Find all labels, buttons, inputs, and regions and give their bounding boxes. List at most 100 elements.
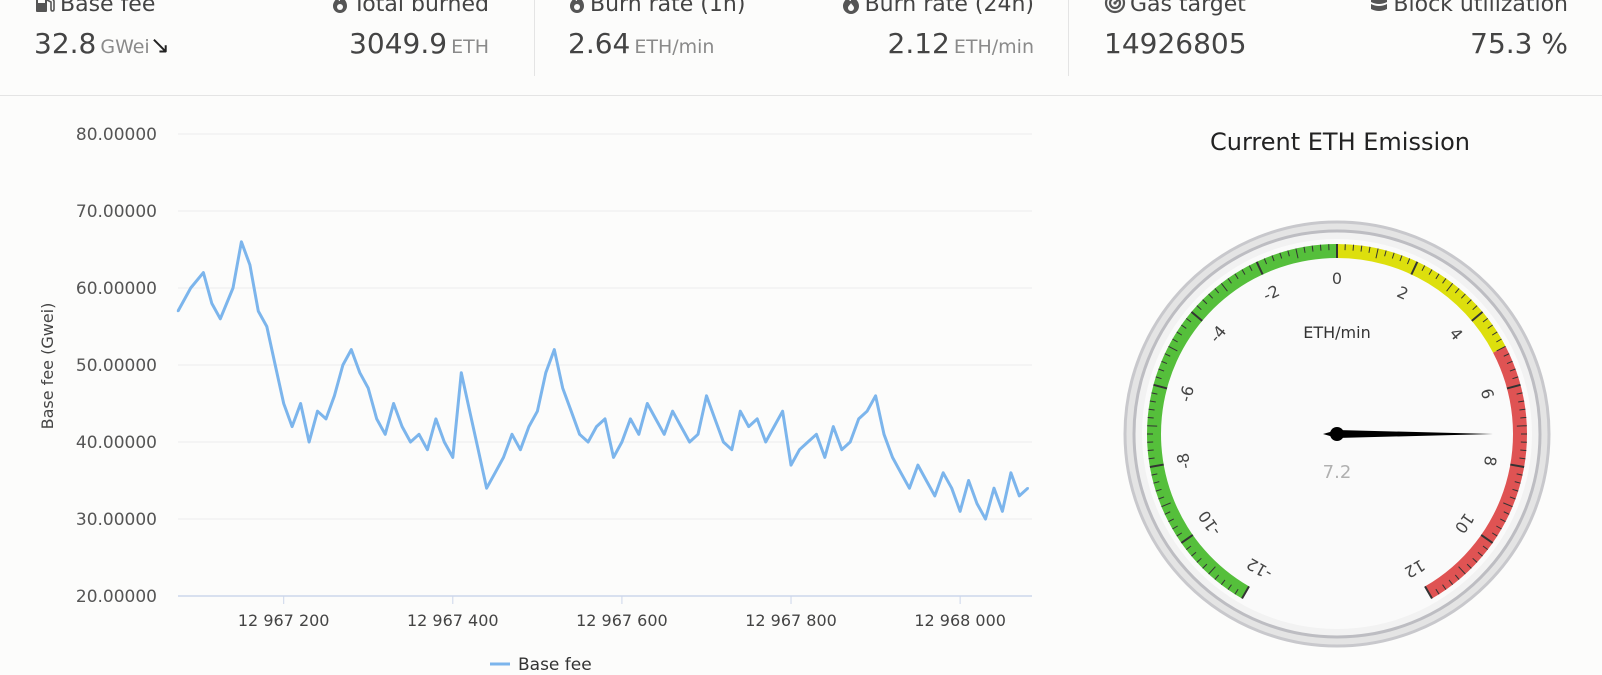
gas-pump-icon [34, 0, 56, 14]
data-point [177, 310, 179, 312]
data-point [325, 418, 327, 420]
data-point [562, 387, 564, 389]
data-point [739, 410, 741, 412]
data-point [452, 456, 454, 458]
data-point [232, 287, 234, 289]
data-point [663, 433, 665, 435]
gauge-tick [1520, 450, 1526, 451]
gauge-tick-label: 0 [1332, 269, 1342, 288]
data-point [219, 318, 221, 320]
burn-rate-1h-value: 2.64 [568, 27, 630, 60]
divider [534, 0, 535, 76]
data-point [392, 402, 394, 404]
gauge-unit-label: ETH/min [1303, 323, 1370, 342]
data-point [409, 441, 411, 443]
data-point [283, 402, 285, 404]
data-point [993, 487, 995, 489]
data-point [528, 425, 530, 427]
legend-label: Base fee [518, 655, 592, 671]
data-point [426, 449, 428, 451]
gauge-tick [1320, 245, 1321, 251]
stat-gas-target: Gas target 14926805 [1104, 0, 1247, 62]
stat-block-utilization: Block utilization 75.3 % [1369, 0, 1568, 62]
data-point [612, 456, 614, 458]
data-point [697, 433, 699, 435]
data-point [866, 410, 868, 412]
data-point [578, 433, 580, 435]
data-point [781, 410, 783, 412]
data-point [274, 364, 276, 366]
gauge-value-label: 7.2 [1323, 462, 1352, 483]
data-point [934, 495, 936, 497]
gauge-tick [1148, 417, 1154, 418]
data-point [587, 441, 589, 443]
target-icon [1104, 0, 1126, 14]
data-point [925, 479, 927, 481]
burn-rate-24h-value: 2.12 [888, 27, 950, 60]
data-point [951, 487, 953, 489]
data-point [190, 287, 192, 289]
burn-rate-24h-label: Burn rate (24h) [865, 0, 1034, 17]
data-point [714, 418, 716, 420]
data-point [798, 449, 800, 451]
data-point [671, 410, 673, 412]
y-tick-label: 20.00000 [76, 587, 157, 607]
gauge-tick [1148, 450, 1154, 451]
data-point [435, 418, 437, 420]
x-tick-label: 12 967 400 [407, 611, 499, 630]
y-tick-label: 30.00000 [76, 510, 157, 530]
gauge-tick [1520, 417, 1526, 418]
data-point [646, 402, 648, 404]
data-point [824, 456, 826, 458]
block-utilization-label: Block utilization [1393, 0, 1568, 17]
data-point [536, 410, 538, 412]
gauge-tick-label: -8 [1173, 451, 1194, 470]
data-point [748, 425, 750, 427]
data-point [291, 425, 293, 427]
data-point [917, 464, 919, 466]
base-fee-line-chart[interactable]: 20.0000030.0000040.0000050.0000060.00000… [0, 96, 1060, 671]
data-point [815, 433, 817, 435]
data-point [308, 441, 310, 443]
data-point [401, 425, 403, 427]
data-point [765, 441, 767, 443]
data-point [249, 264, 251, 266]
y-axis-label: Base fee (Gwei) [38, 303, 57, 430]
data-point [790, 464, 792, 466]
base-fee-value: 32.8 [34, 27, 96, 60]
data-point [460, 372, 462, 374]
data-point [1001, 510, 1003, 512]
data-point [908, 487, 910, 489]
data-point [376, 418, 378, 420]
data-point [469, 410, 471, 412]
data-point [342, 364, 344, 366]
data-point [976, 502, 978, 504]
data-point [984, 518, 986, 520]
burn-rate-24h-unit: ETH/min [954, 36, 1034, 58]
data-point [266, 325, 268, 327]
x-tick-label: 12 967 200 [238, 611, 330, 630]
data-point [967, 479, 969, 481]
base-fee-unit: GWei [100, 36, 149, 58]
gauge-title: Current ETH Emission [1100, 128, 1580, 156]
total-burned-unit: ETH [451, 36, 489, 58]
block-utilization-value: 75.3 % [1470, 27, 1568, 60]
total-burned-value: 3049.9 [349, 27, 447, 60]
y-tick-label: 80.00000 [76, 125, 157, 145]
data-point [502, 456, 504, 458]
data-point [519, 449, 521, 451]
data-point [384, 433, 386, 435]
data-point [211, 302, 213, 304]
data-point [545, 372, 547, 374]
data-point [841, 449, 843, 451]
data-point [485, 487, 487, 489]
data-point [299, 402, 301, 404]
divider [1068, 0, 1069, 76]
data-point [477, 449, 479, 451]
